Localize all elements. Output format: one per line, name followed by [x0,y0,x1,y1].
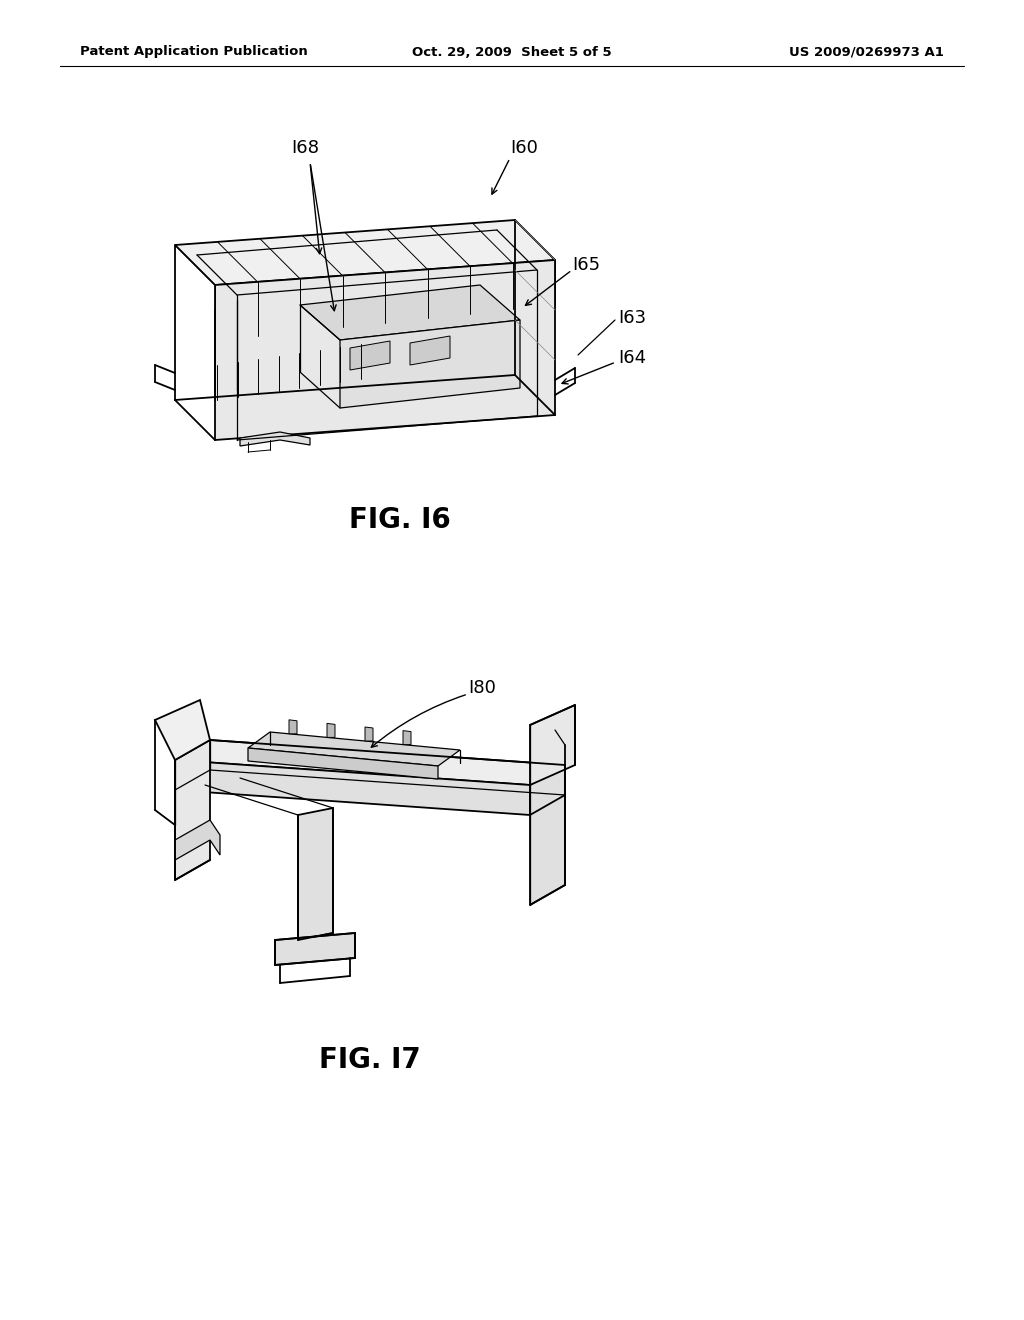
Polygon shape [175,820,220,861]
Text: I64: I64 [618,348,646,367]
Text: Patent Application Publication: Patent Application Publication [80,45,308,58]
Polygon shape [248,748,438,779]
Polygon shape [410,337,450,366]
Polygon shape [403,730,411,744]
Polygon shape [298,808,333,940]
Polygon shape [300,285,520,341]
Text: I63: I63 [618,309,646,327]
Text: FIG. I7: FIG. I7 [319,1045,421,1074]
Polygon shape [175,760,530,814]
Polygon shape [155,700,210,760]
Text: I68: I68 [291,139,319,157]
Polygon shape [327,723,335,738]
Polygon shape [240,432,310,446]
Polygon shape [275,933,355,965]
Polygon shape [365,727,373,741]
Polygon shape [289,719,297,734]
Text: FIG. I6: FIG. I6 [349,506,451,535]
Polygon shape [350,341,390,370]
Text: I60: I60 [510,139,538,157]
Polygon shape [530,705,575,785]
Polygon shape [175,741,565,785]
Polygon shape [175,220,555,285]
Polygon shape [340,319,520,408]
Text: US 2009/0269973 A1: US 2009/0269973 A1 [790,45,944,58]
Polygon shape [530,766,565,906]
Text: I65: I65 [572,256,600,275]
Polygon shape [175,741,210,880]
Text: Oct. 29, 2009  Sheet 5 of 5: Oct. 29, 2009 Sheet 5 of 5 [413,45,611,58]
Text: I80: I80 [468,678,496,697]
Polygon shape [248,733,460,766]
Polygon shape [215,260,555,440]
